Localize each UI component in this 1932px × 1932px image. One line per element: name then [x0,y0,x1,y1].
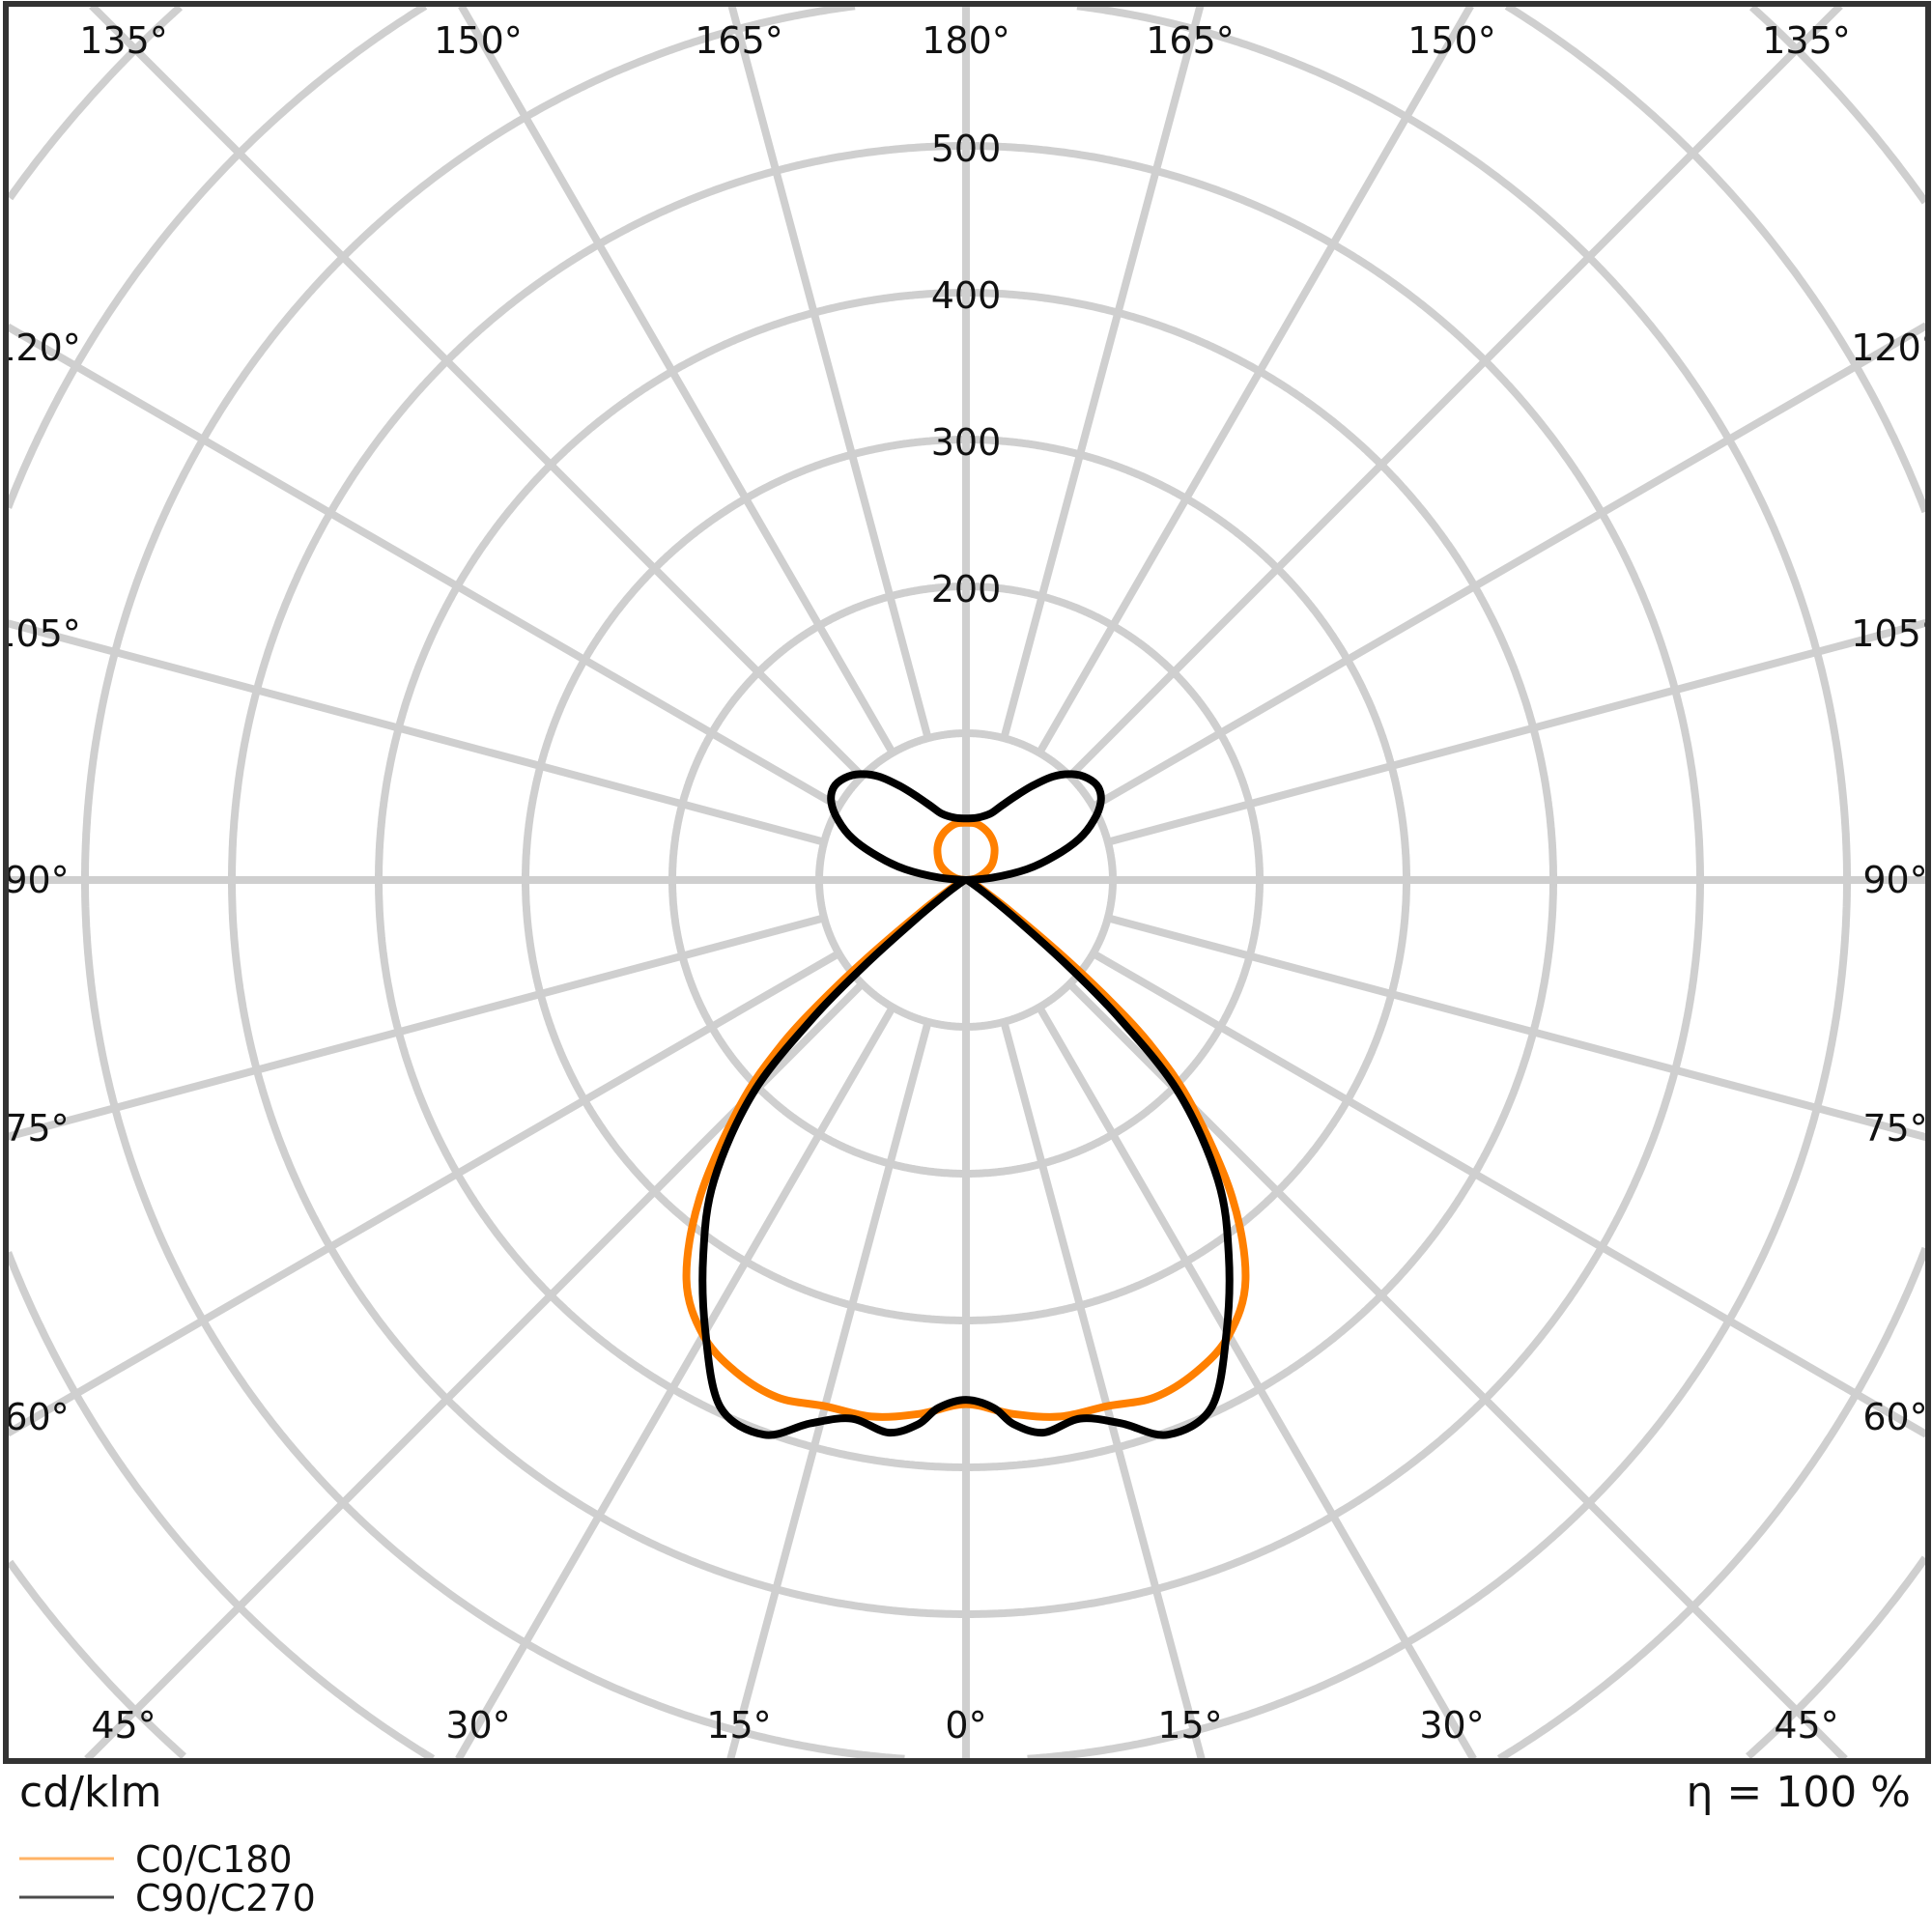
grid-spoke-345 [726,1020,932,1759]
angle-label-left: 90° [4,859,69,901]
angle-label-bottom: 15° [1157,1704,1222,1747]
grid-spoke-210 [458,6,896,755]
curve-c0-c180 [682,818,1250,1421]
grid-ring-800 [8,6,1926,1759]
legend-label-c90-c270: C90/C270 [135,1877,316,1919]
grid-spoke-255 [8,619,826,846]
angle-label-top: 135° [79,19,168,62]
angle-label-top: 150° [1407,19,1496,62]
angle-label-top: 180° [922,19,1010,62]
curve-c90-c270 [698,770,1234,1439]
radial-tick-label: 200 [931,568,1002,611]
axis-labels: 500 400 300 200 135° 150° 165° 180° 165°… [0,19,1932,1747]
angle-label-bottom: 0° [945,1704,986,1747]
grid-spoke-60 [1091,950,1926,1438]
angle-label-right: 75° [1862,1107,1927,1150]
angle-label-bottom: 45° [91,1704,156,1747]
angle-label-right: 60° [1862,1396,1927,1438]
radial-tick-label: 500 [931,128,1002,170]
angle-label-top: 165° [1146,19,1235,62]
plot-frame [3,1,1931,1764]
legend-label-c0-c180: C0/C180 [135,1838,293,1881]
angle-label-left: 75° [4,1107,69,1150]
angle-label-left: 105° [0,612,81,655]
angle-label-right: 90° [1862,859,1927,901]
grid-spoke-225 [89,6,866,780]
grid-ring-700 [8,6,1926,1759]
angle-label-top: 165° [695,19,783,62]
angle-label-right: 105° [1851,612,1932,655]
radial-tick-label: 300 [931,421,1002,464]
grid-spoke-150 [1036,6,1474,755]
unit-label: cd/klm [19,1768,162,1817]
grid-spoke-165 [1000,6,1205,740]
angle-label-left: 120° [0,327,81,369]
legend: C0/C180 C90/C270 [19,1838,316,1919]
grid-spoke-135 [1066,6,1843,780]
angle-label-bottom: 45° [1774,1704,1838,1747]
intensity-curves [682,770,1250,1439]
grid-spoke-75 [1106,914,1926,1142]
angle-label-bottom: 15° [706,1704,771,1747]
angle-label-left: 60° [4,1396,69,1438]
grid-spoke-30 [1036,1005,1477,1759]
grid-spoke-240 [8,323,841,810]
grid-spoke-120 [1091,322,1926,810]
angle-label-top: 150° [434,19,523,62]
grid-spoke-15 [1000,1020,1206,1759]
grid-spoke-300 [8,950,841,1437]
grid-ring-600 [81,6,1851,1759]
grid-spoke-195 [727,6,932,740]
angle-label-top: 135° [1762,19,1851,62]
grid-spoke-330 [455,1005,896,1759]
angle-label-bottom: 30° [1419,1704,1484,1747]
angle-label-right: 120° [1851,327,1932,369]
radial-tick-label: 400 [931,274,1002,317]
grid-spoke-105 [1106,618,1926,846]
grid-spoke-285 [8,914,826,1141]
angle-label-bottom: 30° [445,1704,510,1747]
efficiency-label: η = 100 % [1686,1768,1911,1817]
